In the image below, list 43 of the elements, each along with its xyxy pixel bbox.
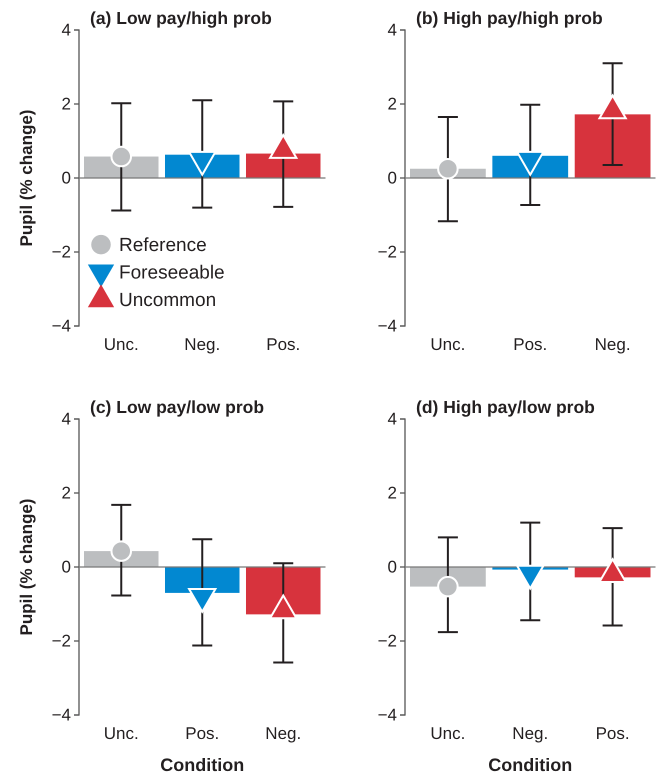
x-tick-label: Unc. [430,335,465,354]
y-tick-label: −4 [377,316,396,336]
x-axis-title: Condition [160,755,244,775]
y-tick-label: 2 [387,94,396,114]
x-tick-label: Neg. [512,724,548,744]
x-axis-title: Condition [488,755,572,775]
x-tick-label: Unc. [104,724,139,744]
x-tick-label: Neg. [265,724,302,744]
y-tick-label: −4 [52,316,71,336]
y-tick-label: −4 [52,705,71,724]
chart-title: (b) High pay/high prob [416,8,602,28]
chart-title: (d) High pay/low prob [416,397,594,417]
y-axis-title: Pupil (% change) [17,498,36,636]
legend-label: Reference [119,235,207,256]
y-axis-title: Pupil (% change) [17,110,36,246]
y-tick-label: 2 [387,483,396,502]
y-tick-label: −2 [52,631,71,650]
y-tick-label: −4 [377,705,396,724]
y-tick-label: −2 [377,631,396,650]
x-tick-label: Unc. [104,335,139,354]
x-tick-label: Neg. [184,335,220,354]
x-tick-label: Pos. [512,335,547,354]
x-tick-label: Pos. [266,335,300,354]
legend-label: Foreseeable [119,262,225,284]
y-tick-label: 4 [387,20,396,40]
y-tick-label: 2 [62,483,71,502]
y-tick-label: 0 [62,168,71,188]
x-tick-label: Neg. [594,335,630,354]
y-tick-label: 4 [62,409,71,428]
y-tick-label: 0 [387,168,396,188]
y-tick-label: 0 [387,557,396,576]
x-tick-label: Pos. [185,724,220,744]
y-tick-label: 0 [62,557,71,576]
y-tick-label: 4 [387,409,396,428]
y-tick-label: 4 [62,20,71,40]
chart-title: (a) Low pay/high prob [90,8,272,28]
y-tick-label: 2 [62,94,71,114]
x-tick-label: Unc. [430,724,465,744]
x-tick-label: Pos. [595,724,630,744]
y-tick-label: −2 [52,242,71,262]
chart-title: (c) Low pay/low prob [90,397,264,417]
y-tick-label: −2 [377,242,396,262]
legend-label: Uncommon [119,290,216,312]
